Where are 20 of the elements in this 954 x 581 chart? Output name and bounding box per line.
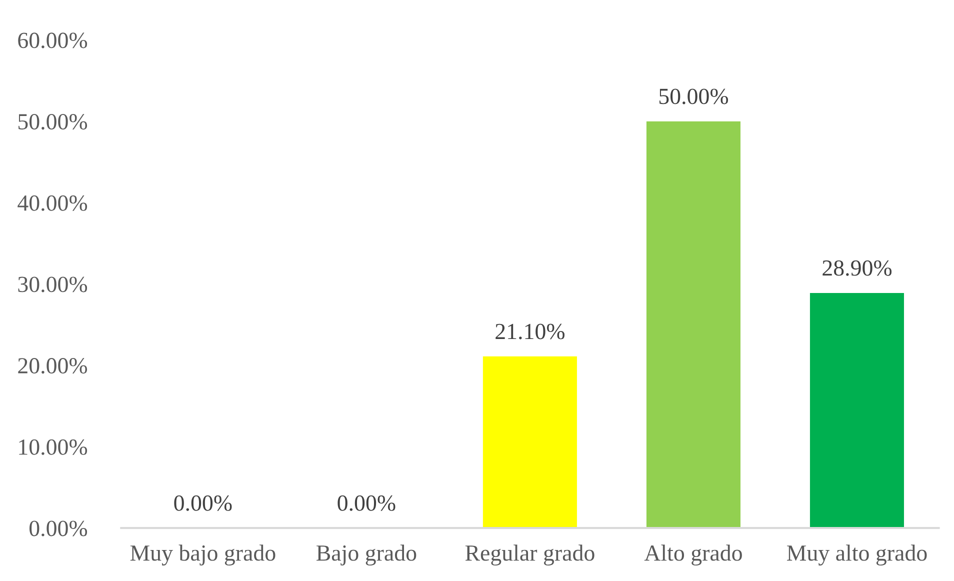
y-tick-label: 50.00% [18,114,88,130]
data-label: 0.00% [338,495,396,511]
x-tick-label: Muy alto grado [786,544,927,566]
bar [482,356,577,528]
data-label: 28.90% [822,260,892,276]
data-label: 21.10% [496,324,564,340]
x-tick-label: Bajo grado [316,544,416,566]
data-label: 50.00% [659,88,728,104]
data-label: 0.00% [174,495,232,511]
bar [810,292,904,528]
y-tick-label: 30.00% [18,276,88,292]
y-tick-label: 10.00% [19,439,88,455]
x-tick-label: Muy bajo grado [130,544,276,566]
x-tick-label: Alto grado [644,544,742,566]
y-tick-label: 60.00% [18,32,88,48]
y-tick-label: 40.00% [18,195,88,211]
x-tick-label: Regular grado [465,544,594,566]
y-tick-label: 20.00% [18,358,88,374]
bar [646,121,740,528]
y-tick-label: 0.00% [30,520,88,536]
